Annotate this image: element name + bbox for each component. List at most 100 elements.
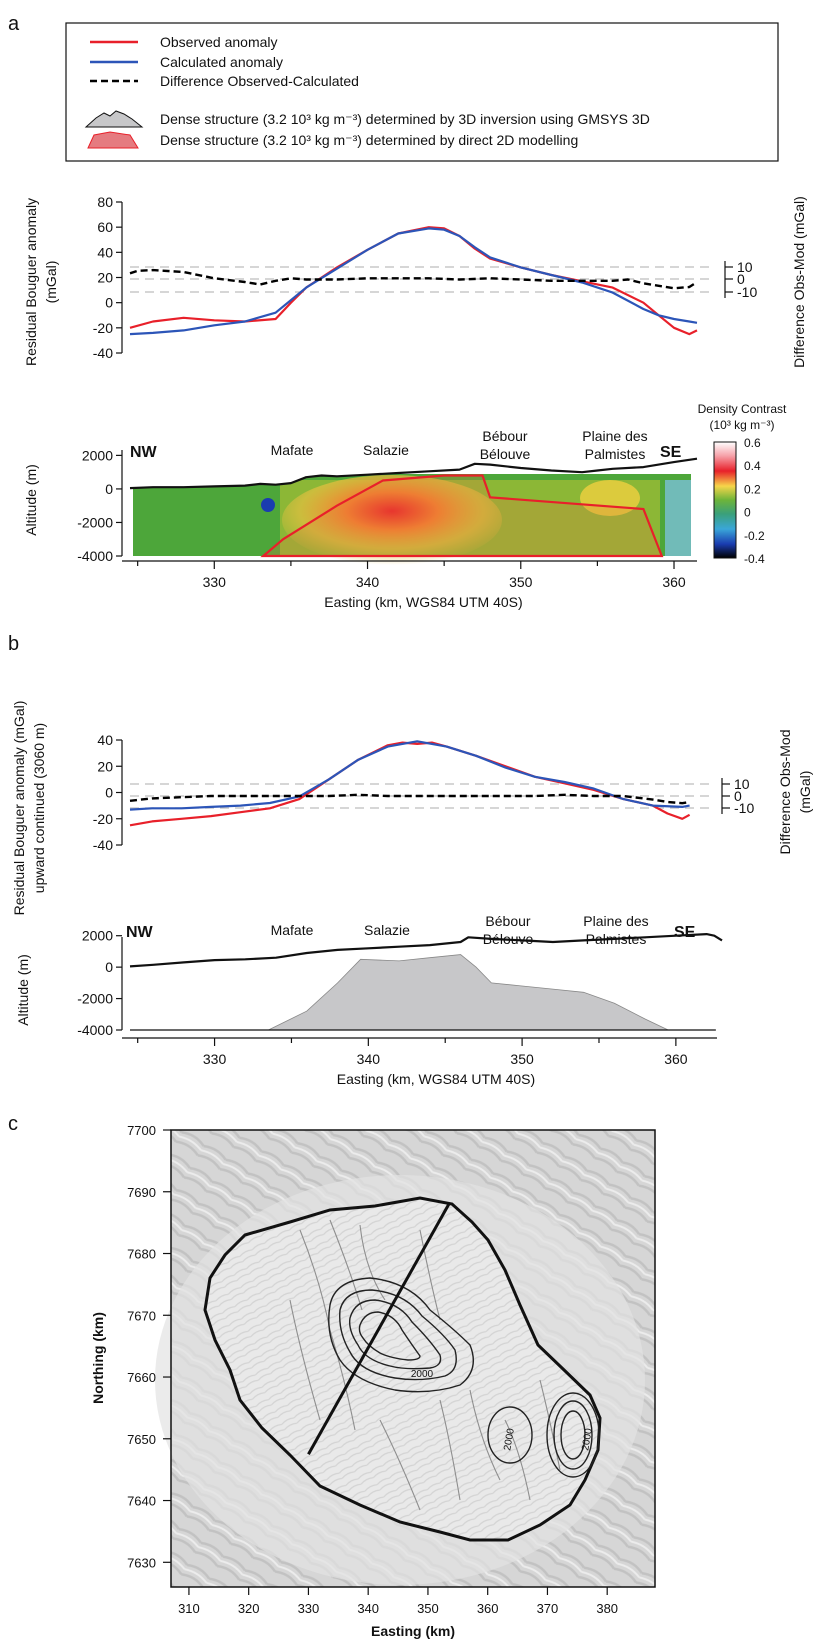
label-salazie: Salazie bbox=[363, 442, 409, 458]
right-tick-label: -10 bbox=[734, 800, 754, 816]
label-salazie: Salazie bbox=[364, 922, 410, 938]
y-tick-label: 20 bbox=[97, 758, 113, 774]
y-tick-label: -2000 bbox=[77, 991, 113, 1007]
y-tick-label: 60 bbox=[97, 219, 113, 235]
label-palmistes: Palmistes bbox=[586, 931, 647, 947]
y-tick-label: -2000 bbox=[77, 514, 113, 530]
series-calculated bbox=[129, 227, 698, 336]
density-blue-spot bbox=[261, 498, 275, 512]
y-tick-label: 40 bbox=[97, 732, 113, 748]
y-tick-label: 2000 bbox=[82, 928, 113, 944]
x-tick-label: 350 bbox=[509, 574, 533, 590]
map-x-axis-label: Easting (km) bbox=[371, 1623, 455, 1639]
y-tick-label: -20 bbox=[93, 320, 113, 336]
panel-label-b: b bbox=[8, 633, 19, 655]
y-tick-label: -4000 bbox=[77, 548, 113, 564]
y-tick-label: 0 bbox=[105, 959, 113, 975]
sky-mask bbox=[130, 447, 697, 489]
y-tick-label: 0 bbox=[105, 295, 113, 311]
colorbar-gradient bbox=[713, 441, 737, 559]
island-outline bbox=[203, 1196, 602, 1542]
y-tick-label: -40 bbox=[93, 345, 113, 361]
density-hotspot bbox=[282, 475, 502, 565]
label-mafate: Mafate bbox=[271, 442, 314, 458]
x-tick-label: 340 bbox=[356, 574, 380, 590]
panel-label-c: c bbox=[8, 1113, 18, 1135]
legend-dense2d: Dense structure (3.2 10³ kg m⁻³) determi… bbox=[160, 132, 578, 148]
label-bebour: Bébour bbox=[485, 913, 530, 929]
legend-difference: Difference Observed-Calculated bbox=[160, 73, 359, 89]
topography-line bbox=[129, 457, 698, 490]
y-axis-label: Residual Bouguer anomaly (mGal) bbox=[11, 701, 27, 916]
series-difference bbox=[129, 793, 690, 805]
label-palmistes: Palmistes bbox=[585, 446, 646, 462]
map-y-tick-label: 7640 bbox=[127, 1494, 156, 1509]
x-tick-label: 340 bbox=[357, 1051, 381, 1067]
right-axis-label: Difference Obs-Mod bbox=[777, 729, 793, 854]
x-tick-label: 350 bbox=[510, 1051, 534, 1067]
legend-calculated: Calculated anomaly bbox=[160, 54, 283, 70]
contour-label-west: 2000 bbox=[411, 1369, 434, 1380]
x-tick-label: 360 bbox=[664, 1051, 688, 1067]
map-x-tick-label: 340 bbox=[357, 1601, 379, 1616]
map-x-tick-label: 350 bbox=[417, 1601, 439, 1616]
dense-structure-2d bbox=[260, 474, 664, 558]
colorbar-tick-label: 0.6 bbox=[744, 436, 761, 450]
map-y-tick-label: 7670 bbox=[127, 1308, 156, 1323]
map-x-tick-label: 320 bbox=[238, 1601, 260, 1616]
map-y-tick-label: 7700 bbox=[127, 1123, 156, 1138]
panel-label-a: a bbox=[8, 13, 20, 35]
legend-dense3d: Dense structure (3.2 10³ kg m⁻³) determi… bbox=[160, 111, 650, 127]
label-plaine: Plaine des bbox=[583, 913, 648, 929]
y-tick-label: -4000 bbox=[77, 1022, 113, 1038]
legend-swatch-dense3d bbox=[84, 110, 144, 128]
right-tick-label: -10 bbox=[737, 284, 757, 300]
y-axis-label-unit: (mGal) bbox=[43, 261, 59, 304]
map-frame bbox=[170, 1129, 656, 1588]
panel-a-density-section bbox=[133, 474, 691, 565]
panel-c-axes: 7700 7690 7680 7670 7660 7650 7640 7630 310 320 33… bbox=[90, 1123, 618, 1639]
contour-label-middle: 2000 bbox=[502, 1427, 517, 1451]
map-x-tick-label: 370 bbox=[537, 1601, 559, 1616]
y-tick-label: 2000 bbox=[82, 447, 113, 463]
x-tick-label: 360 bbox=[662, 574, 686, 590]
x-tick-label: 330 bbox=[203, 574, 227, 590]
label-se: SE bbox=[674, 924, 696, 941]
y-tick-label: 0 bbox=[105, 481, 113, 497]
map-y-tick-label: 7630 bbox=[127, 1555, 156, 1570]
map-x-tick-label: 360 bbox=[477, 1601, 499, 1616]
map-x-tick-label: 310 bbox=[178, 1601, 200, 1616]
label-mafate: Mafate bbox=[271, 922, 314, 938]
dense-structure-3d bbox=[268, 954, 669, 1031]
label-bebour: Bébour bbox=[482, 428, 527, 444]
panel-b-section: 2000 0 -2000 -4000 Altitude (m) 330 340 350 360 E… bbox=[15, 913, 723, 1087]
legend-box bbox=[65, 22, 779, 162]
colorbar: Density Contrast (10³ kg m⁻³) 0.6 0.4 0.2 0… bbox=[698, 402, 787, 566]
contour-label-east: 2000 bbox=[580, 1427, 595, 1451]
label-belouve: Bélouve bbox=[483, 931, 534, 947]
right-axis-label-unit: (mGal) bbox=[797, 771, 813, 814]
y-tick-label: 80 bbox=[97, 194, 113, 210]
density-se-cool bbox=[665, 480, 691, 556]
map-y-tick-label: 7650 bbox=[127, 1432, 156, 1447]
y-axis-label: Residual Bouguer anomaly bbox=[23, 198, 39, 366]
topography-line bbox=[129, 932, 723, 968]
label-nw: NW bbox=[126, 924, 154, 941]
y-tick-label: 0 bbox=[105, 785, 113, 801]
map-y-tick-label: 7680 bbox=[127, 1247, 156, 1262]
label-belouve: Bélouve bbox=[480, 446, 531, 462]
colorbar-tick-label: 0 bbox=[744, 506, 751, 520]
y-tick-label: 40 bbox=[97, 244, 113, 260]
map-y-tick-label: 7660 bbox=[127, 1370, 156, 1385]
profile-line bbox=[307, 1203, 451, 1455]
series-difference bbox=[129, 268, 698, 290]
x-tick-label: 330 bbox=[203, 1051, 227, 1067]
legend: Observed anomaly Calculated anomaly Diff… bbox=[65, 22, 779, 162]
map-y-axis-label: Northing (km) bbox=[90, 1312, 106, 1404]
y-tick-label: -20 bbox=[93, 811, 113, 827]
colorbar-tick-label: -0.2 bbox=[744, 529, 765, 543]
colorbar-tick-label: 0.2 bbox=[744, 482, 761, 496]
right-tick-label: 0 bbox=[734, 788, 742, 804]
